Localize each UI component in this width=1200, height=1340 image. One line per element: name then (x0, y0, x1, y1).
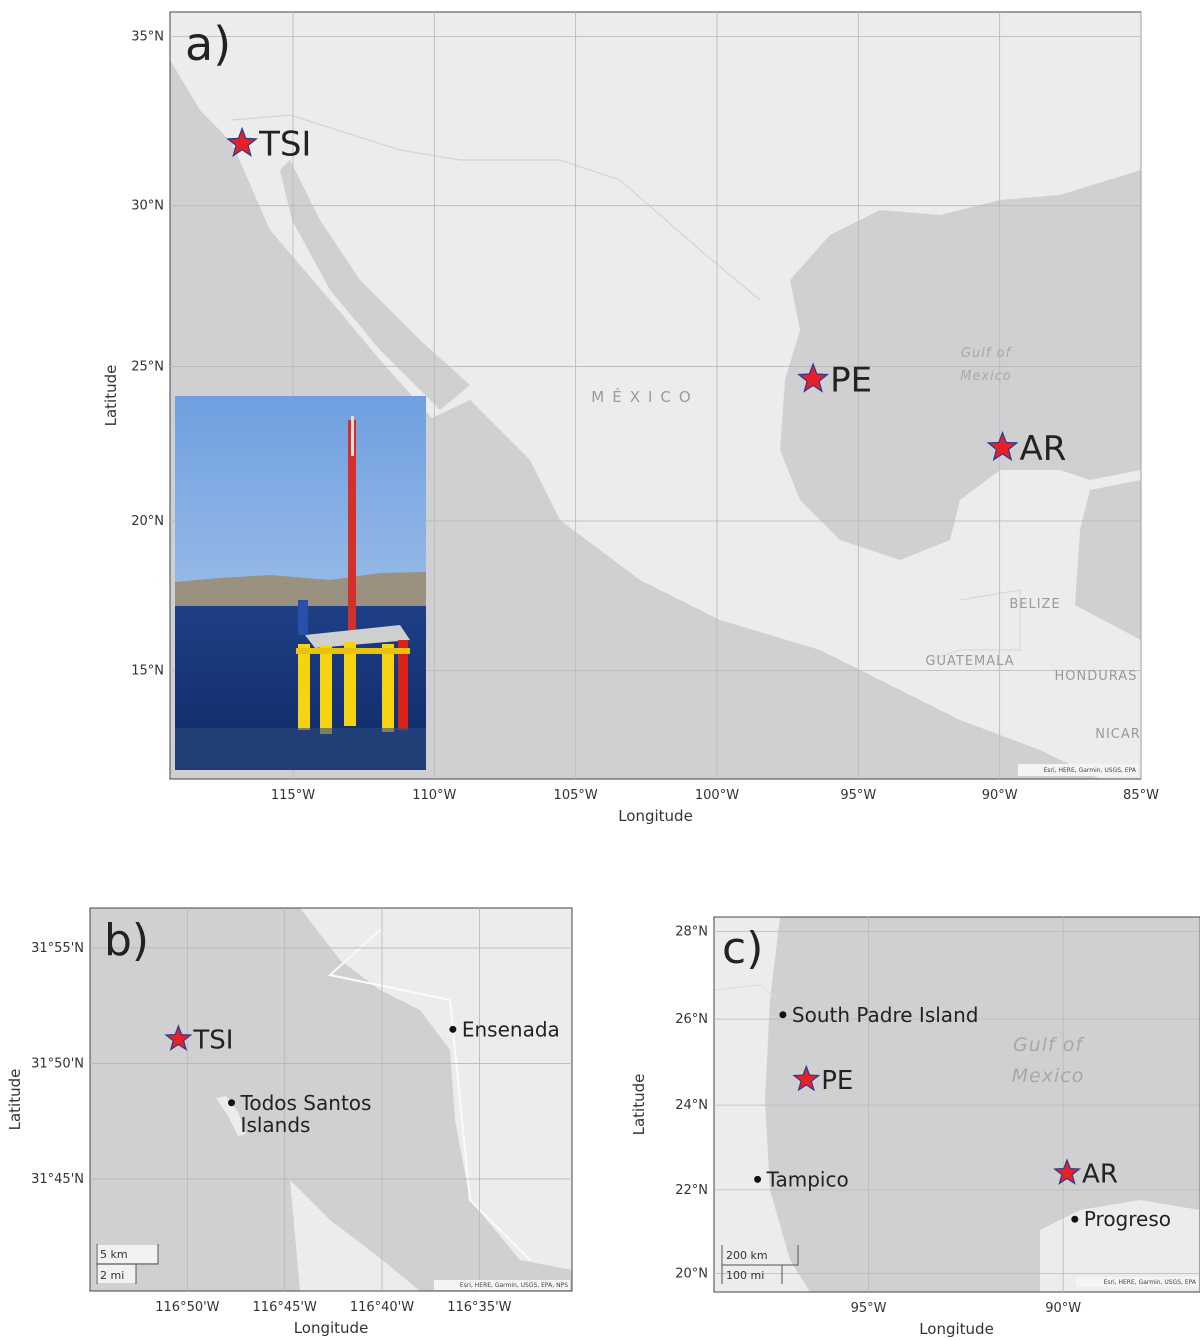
x-axis-label: Longitude (919, 1320, 994, 1338)
place-label: Todos Santos (240, 1091, 372, 1115)
y-tick-label: 31°50'N (31, 1057, 84, 1072)
map-label: MÉXICO (591, 387, 698, 406)
y-tick-label: 20°N (131, 514, 164, 529)
y-tick-label: 24°N (675, 1098, 708, 1113)
x-tick-label: 116°45'W (253, 1300, 317, 1315)
y-tick-label: 22°N (675, 1183, 708, 1198)
place-label: South Padre Island (792, 1003, 979, 1027)
x-tick-label: 116°40'W (350, 1300, 414, 1315)
map-label: Gulf of (1013, 1034, 1085, 1056)
y-axis-label: Latitude (6, 1069, 24, 1131)
attribution: Esri, HERE, Garmin, USGS, EPA (1104, 1279, 1197, 1286)
map-label: NICAR (1095, 727, 1141, 742)
y-axis-label: Latitude (102, 365, 120, 427)
scale-label: 5 km (100, 1248, 128, 1261)
map-label: BELIZE (1009, 597, 1060, 612)
place-label: Tampico (766, 1167, 849, 1191)
place-point (228, 1099, 235, 1106)
x-tick-label: 116°50'W (155, 1300, 219, 1315)
attribution: Esri, HERE, Garmin, USGS, EPA (1044, 767, 1137, 774)
place-label: Progreso (1084, 1207, 1171, 1231)
site-label: TSI (258, 125, 311, 165)
x-tick-label: 85°W (1123, 788, 1159, 803)
inset-photo (175, 396, 426, 770)
x-tick-label: 110°W (412, 788, 456, 803)
map-label: Gulf of (961, 346, 1013, 361)
y-tick-label: 30°N (131, 199, 164, 214)
site-label: PE (830, 360, 872, 400)
y-tick-label: 31°45'N (31, 1172, 84, 1187)
x-tick-label: 105°W (554, 788, 598, 803)
y-tick-label: 26°N (675, 1012, 708, 1027)
x-axis-label: Longitude (294, 1319, 369, 1337)
scale-label: 2 mi (100, 1269, 124, 1282)
site-label: AR (1082, 1159, 1118, 1189)
x-tick-label: 116°35'W (447, 1300, 511, 1315)
y-tick-label: 15°N (131, 664, 164, 679)
map-label: HONDURAS (1055, 669, 1138, 684)
place-point (779, 1011, 786, 1018)
x-axis-label: Longitude (618, 807, 693, 825)
x-tick-label: 95°W (851, 1301, 887, 1316)
place-point (449, 1026, 456, 1033)
place-label: Ensenada (462, 1017, 560, 1041)
attribution: Esri, HERE, Garmin, USGS, EPA, NPS (460, 1282, 568, 1289)
basemap (714, 917, 1200, 1292)
y-axis-label: Latitude (630, 1074, 648, 1136)
panel-a: 115°W 110°W 105°W 100°W 95°W 90°W 85°W 15°N 20°N… (131, 12, 1159, 803)
place-point (754, 1176, 761, 1183)
x-tick-label: 90°W (982, 788, 1018, 803)
place-point (1071, 1216, 1078, 1223)
site-label: PE (821, 1066, 853, 1096)
place-label: Islands (241, 1113, 311, 1137)
map-label: GUATEMALA (925, 654, 1014, 669)
x-tick-label: 100°W (695, 788, 739, 803)
panel-c: 95°W 90°W 20°N 22°N 24°N 26°N 28°N Gulf of Mex… (675, 917, 1200, 1316)
panel-label: c) (722, 923, 763, 974)
site-label: TSI (192, 1025, 233, 1055)
figure: 115°W 110°W 105°W 100°W 95°W 90°W 85°W 15°N 20°N… (0, 0, 1200, 1340)
y-tick-label: 35°N (131, 29, 164, 44)
scale-label: 100 mi (726, 1269, 764, 1282)
panel-label: a) (185, 17, 231, 71)
x-tick-label: 115°W (271, 788, 315, 803)
y-tick-label: 25°N (131, 360, 164, 375)
map-label: Mexico (1012, 1065, 1085, 1087)
x-tick-label: 95°W (840, 788, 876, 803)
site-label: AR (1019, 429, 1066, 469)
panel-label: b) (104, 915, 149, 966)
y-tick-label: 28°N (675, 925, 708, 940)
y-tick-label: 20°N (675, 1266, 708, 1281)
panel-b: 116°50'W 116°45'W 116°40'W 116°35'W 31°45'N 3… (31, 908, 572, 1315)
y-tick-label: 31°55'N (31, 941, 84, 956)
x-tick-label: 90°W (1045, 1301, 1081, 1316)
scale-label: 200 km (726, 1249, 768, 1262)
page: {"panels": [ {"label": "a)", "x_label": … (0, 0, 1200, 1340)
map-label: Mexico (960, 369, 1012, 384)
